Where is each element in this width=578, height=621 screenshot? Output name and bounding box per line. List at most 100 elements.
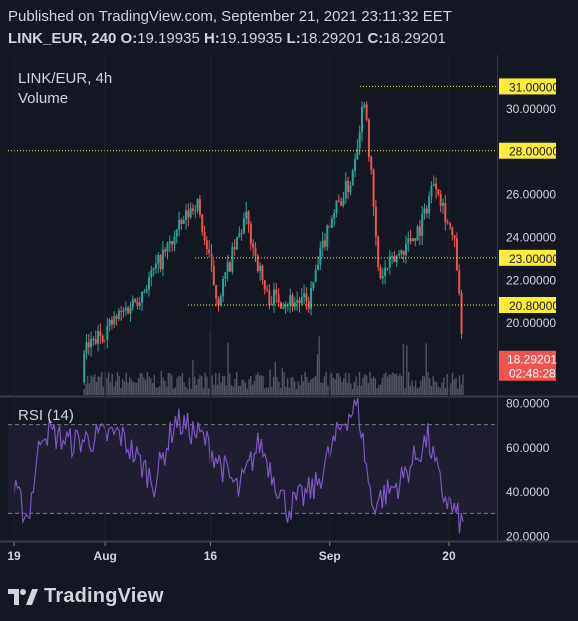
volume-bar — [439, 387, 441, 395]
volume-bar — [130, 379, 133, 395]
rsi-legend: RSI (14) — [18, 407, 74, 424]
candle-body — [316, 264, 319, 270]
candle-series — [83, 101, 463, 385]
volume-bar — [227, 342, 229, 395]
candle-body — [340, 201, 343, 206]
candle-body — [365, 104, 368, 120]
volume-bar — [392, 372, 394, 395]
volume-bar — [160, 371, 163, 395]
candle-body — [97, 331, 100, 344]
candle-body — [205, 240, 208, 250]
candle-body — [296, 300, 299, 303]
volume-bar — [404, 387, 406, 395]
volume-bar — [320, 382, 322, 395]
volume-bar — [327, 385, 329, 395]
volume-bar — [411, 380, 413, 395]
candle-body — [298, 300, 301, 304]
candle-body — [238, 233, 241, 238]
candle-body — [448, 222, 451, 228]
candle-body — [256, 255, 259, 272]
volume-bar — [239, 386, 241, 395]
volume-bar — [165, 386, 168, 395]
candle-body — [83, 352, 86, 383]
volume-bar — [220, 382, 222, 395]
volume-bar — [265, 387, 268, 395]
price-pane[interactable] — [8, 85, 497, 395]
volume-bar — [127, 382, 129, 395]
high-label: H: — [203, 30, 220, 47]
low-value: 18.29201 — [300, 30, 364, 47]
candle-body — [372, 169, 375, 207]
candle-body — [173, 236, 176, 245]
candle-body — [451, 227, 454, 236]
candle-body — [381, 276, 384, 279]
candle-body — [247, 211, 250, 225]
candle-body — [212, 265, 215, 286]
volume-bar — [276, 376, 278, 395]
volume-bar — [93, 374, 96, 395]
volume-bar — [183, 382, 185, 395]
candle-body — [152, 268, 155, 271]
volume-bar — [351, 388, 354, 395]
volume-bar — [365, 375, 368, 395]
candle-body — [455, 238, 458, 271]
volume-bar — [267, 387, 270, 395]
candle-body — [277, 294, 280, 303]
candle-body — [85, 342, 88, 353]
candle-body — [178, 219, 181, 230]
open-value: 19.19935 — [137, 30, 200, 47]
volume-bar — [215, 373, 217, 395]
volume-bar — [85, 383, 87, 395]
level-price-text: 20.80000 — [509, 299, 559, 313]
candle-body — [347, 180, 350, 193]
candle-body — [187, 210, 190, 218]
candle-body — [337, 200, 340, 202]
volume-series — [83, 330, 464, 395]
volume-bar — [213, 384, 215, 395]
price-axis-tick: 20.00000 — [506, 316, 556, 330]
volume-bar — [144, 379, 147, 395]
volume-bar — [321, 382, 324, 395]
close-label: C: — [367, 30, 384, 47]
volume-bar — [428, 378, 431, 395]
candle-body — [127, 307, 130, 314]
candle-body — [354, 159, 357, 171]
candle-body — [395, 255, 398, 263]
volume-bar — [402, 343, 405, 395]
volume-bar — [421, 375, 424, 395]
volume-bar — [120, 387, 122, 395]
volume-bar — [207, 388, 210, 395]
tradingview-brand[interactable]: TradingView — [8, 585, 164, 608]
candle-body — [231, 247, 234, 272]
rsi-axis-tick: 80.0000 — [506, 396, 550, 410]
rsi-axis-tick: 40.0000 — [506, 485, 550, 499]
candle-body — [235, 237, 238, 250]
candle-body — [194, 210, 197, 212]
volume-bar — [399, 373, 401, 395]
candle-body — [384, 267, 387, 277]
candle-body — [208, 249, 211, 254]
volume-bar — [178, 375, 180, 395]
candle-body — [407, 238, 410, 244]
volume-bar — [397, 375, 399, 395]
rsi-pane[interactable] — [8, 397, 497, 534]
candle-body — [300, 297, 303, 304]
price-axis-tick: 26.00000 — [506, 188, 556, 202]
volume-bar — [216, 384, 219, 395]
candle-body — [210, 253, 213, 266]
volume-bar — [381, 377, 384, 395]
volume-bar — [441, 382, 443, 395]
candle-body — [196, 199, 199, 211]
volume-bar — [258, 375, 261, 395]
volume-bar — [288, 387, 291, 395]
level-price-label — [499, 297, 556, 313]
volume-bar — [395, 373, 398, 395]
last-price-text: 18.29201 — [507, 353, 557, 367]
volume-bar — [129, 377, 131, 395]
candle-body — [379, 267, 382, 279]
candle-body — [279, 302, 282, 309]
volume-bar — [416, 388, 419, 395]
volume-bar — [371, 378, 373, 395]
volume-bar — [255, 375, 257, 395]
